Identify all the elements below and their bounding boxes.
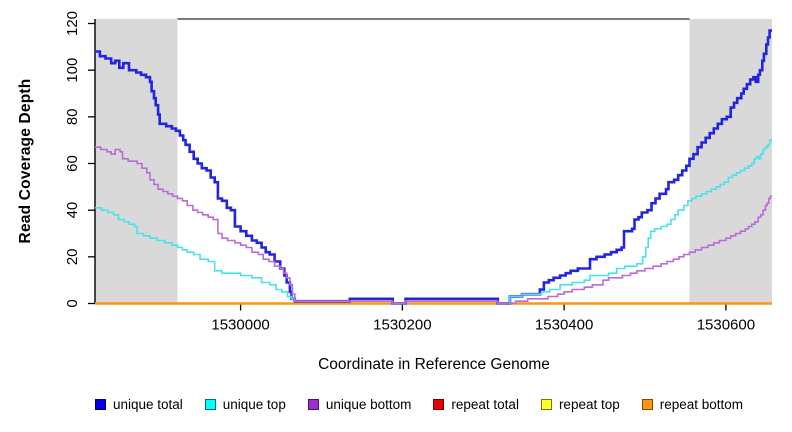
legend-label: unique top: [222, 397, 286, 412]
y-tick-label: 120: [64, 11, 81, 36]
legend-swatch-repeat-total: [433, 399, 445, 410]
x-tick-label: 1530200: [373, 317, 431, 334]
series-line-unique-bottom: [95, 146, 772, 305]
legend-item-repeat-total: repeat total: [433, 397, 519, 412]
legend: unique total unique top unique bottom repea…: [0, 397, 792, 412]
x-tick-label: 1530600: [697, 317, 755, 334]
x-tick-label: 1530000: [211, 317, 269, 334]
legend-label: repeat top: [558, 397, 620, 412]
legend-swatch-repeat-bottom: [641, 399, 653, 410]
legend-item-unique-bottom: unique bottom: [307, 397, 412, 412]
y-tick-label: 40: [64, 202, 81, 219]
plot-canvas: 0 20 40 60 80 100 120 1530000 1530200 1530400 1530…: [64, 11, 772, 334]
y-tick-label: 20: [64, 248, 81, 265]
legend-swatch-repeat-top: [540, 399, 552, 410]
y-tick-label: 60: [64, 155, 81, 172]
y-tick-label: 0: [64, 299, 81, 307]
legend-label: unique bottom: [325, 397, 412, 412]
legend-label: repeat bottom: [659, 397, 744, 412]
series-line-unique-total: [95, 29, 772, 305]
y-axis-title: Read Coverage Depth: [17, 78, 34, 244]
legend-swatch-unique-bottom: [307, 399, 319, 410]
legend-item-unique-total: unique total: [94, 397, 183, 412]
legend-label: repeat total: [451, 397, 519, 412]
legend-item-repeat-top: repeat top: [540, 397, 620, 412]
y-tick-label: 100: [64, 58, 81, 83]
legend-label: unique total: [112, 397, 183, 412]
y-tick-label: 80: [64, 108, 81, 125]
legend-swatch-unique-total: [94, 399, 106, 410]
legend-item-repeat-bottom: repeat bottom: [641, 397, 744, 412]
shaded-repeat-region: [689, 19, 772, 304]
series-line-unique-top: [95, 139, 772, 305]
x-axis-title: Coordinate in Reference Genome: [318, 356, 550, 373]
legend-swatch-unique-top: [204, 399, 216, 410]
x-tick-label: 1530400: [535, 317, 593, 334]
legend-item-unique-top: unique top: [204, 397, 286, 412]
